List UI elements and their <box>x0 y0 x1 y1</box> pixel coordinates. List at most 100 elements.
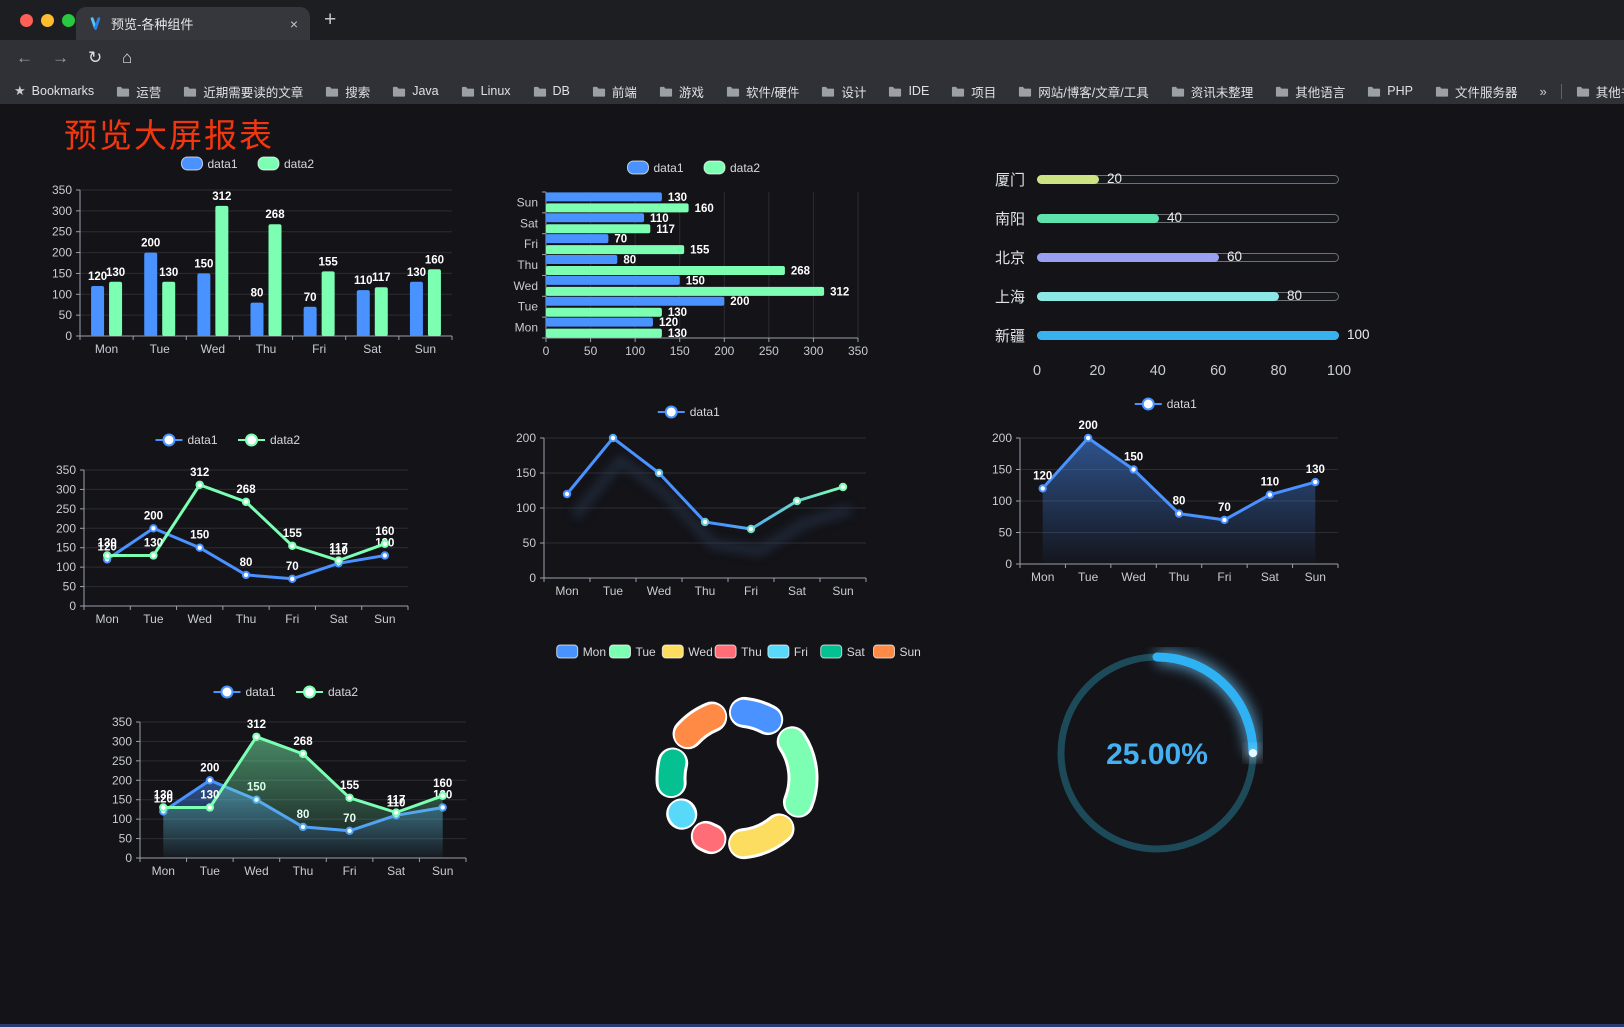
bookmark-folder[interactable]: 近期需要读的文章 <box>183 82 303 101</box>
svg-text:200: 200 <box>112 773 132 787</box>
bookmark-folder[interactable]: 前端 <box>592 82 637 101</box>
bookmark-folder[interactable]: 文件服务器 <box>1435 82 1517 101</box>
bookmark-folder[interactable]: IDE <box>888 84 929 98</box>
svg-text:268: 268 <box>293 736 313 748</box>
legend-item-data1[interactable]: data1 <box>627 160 684 175</box>
folder-icon <box>1435 86 1449 97</box>
bookmarks-overflow-icon[interactable]: » <box>1539 83 1547 99</box>
legend-item-data2[interactable]: data2 <box>257 156 314 171</box>
legend-item-Mon[interactable]: Mon <box>556 644 606 659</box>
legend-item-data1[interactable]: data1 <box>213 685 276 699</box>
page-content: 预览大屏报表 data1 data2 0 50 100 150 200 250 300 350 Mo… <box>0 104 1624 1027</box>
progress-row-厦门: 厦门 20 <box>985 160 1363 199</box>
reload-icon[interactable]: ↻ <box>88 48 103 67</box>
pie-slice-Mon <box>730 699 782 733</box>
bookmark-folder[interactable]: 设计 <box>821 82 866 101</box>
bookmark-folder-label: 设计 <box>841 85 867 100</box>
svg-text:200: 200 <box>141 238 160 250</box>
svg-text:Sun: Sun <box>517 195 538 209</box>
svg-text:160: 160 <box>425 254 444 266</box>
legend-item-Thu[interactable]: Thu <box>714 644 762 659</box>
svg-text:200: 200 <box>56 521 76 535</box>
svg-text:70: 70 <box>1218 502 1231 514</box>
back-icon[interactable]: ← <box>16 48 33 67</box>
gauge-canvas[interactable]: 25.00% <box>1051 647 1263 859</box>
legend-item-data1[interactable]: data1 <box>155 433 218 447</box>
svg-text:268: 268 <box>236 484 256 496</box>
forward-icon[interactable]: → <box>52 48 69 67</box>
bookmark-folder[interactable]: 软件/硬件 <box>726 82 799 101</box>
bottom-edge-strip <box>0 1024 1624 1027</box>
axis-tick-label: 100 <box>1326 363 1352 379</box>
svg-text:117: 117 <box>656 224 675 236</box>
bar-horizontal-canvas[interactable]: data1 data2 0 50 100 150 200 250 300 350 Sun 130 160… <box>500 152 892 364</box>
bar-grouped-canvas[interactable]: data1 data2 0 50 100 150 200 250 300 350 Mon Tue Wed… <box>38 148 462 362</box>
bar-data1-Wed <box>197 273 211 336</box>
legend-item-data1[interactable]: data1 <box>657 405 720 419</box>
legend-item-data1[interactable]: data1 <box>181 156 238 171</box>
legend-item-data2[interactable]: data2 <box>703 160 760 175</box>
line-gradient-canvas[interactable]: data1 0 50 100 150 200 Mon Tue Wed Thu Fri Sat Sun <box>502 396 880 610</box>
svg-text:Mon: Mon <box>1031 570 1054 584</box>
window-close-button[interactable] <box>20 14 33 27</box>
legend-item-data2[interactable]: data2 <box>296 685 358 699</box>
svg-text:Thu: Thu <box>256 342 277 356</box>
legend-item-Sat[interactable]: Sat <box>820 644 866 659</box>
area-dual-canvas[interactable]: data1 data2 0 50 100 150 200 250 300 350 Mon Tue Wed… <box>98 676 478 888</box>
svg-text:Tue: Tue <box>1078 570 1099 584</box>
browser-tab[interactable]: 预览-各种组件 × <box>76 7 310 40</box>
svg-text:Mon: Mon <box>515 321 538 335</box>
bookmark-folder[interactable]: 网站/博客/文章/工具 <box>1018 82 1149 101</box>
bar-data2-Thu <box>546 266 785 275</box>
legend-item-Wed[interactable]: Wed <box>661 644 713 659</box>
legend-item-data2[interactable]: data2 <box>238 433 300 447</box>
svg-text:350: 350 <box>56 463 76 477</box>
bookmark-folder[interactable]: 游戏 <box>659 82 704 101</box>
bookmarks-label: Bookmarks <box>31 84 95 98</box>
progress-label: 上海 <box>994 289 1025 306</box>
chart-gauge: 25.00% <box>1051 647 1263 859</box>
legend-item-Sun[interactable]: Sun <box>873 644 921 659</box>
window-zoom-button[interactable] <box>62 14 75 27</box>
svg-text:160: 160 <box>433 778 452 790</box>
other-bookmarks-folder[interactable]: 其他书签 <box>1576 82 1624 101</box>
tab-close-icon[interactable]: × <box>289 15 298 32</box>
svg-text:150: 150 <box>194 258 213 270</box>
home-icon[interactable]: ⌂ <box>122 48 133 67</box>
svg-text:200: 200 <box>992 431 1012 445</box>
bookmark-folder[interactable]: PHP <box>1367 84 1413 98</box>
svg-text:110: 110 <box>650 213 669 225</box>
progress-fill <box>1037 214 1159 223</box>
svg-text:80: 80 <box>251 288 264 300</box>
line-dual-canvas[interactable]: data1 data2 0 50 100 150 200 250 300 350 Mon Tue Wed… <box>40 424 420 636</box>
window-minimize-button[interactable] <box>41 14 54 27</box>
bar-data1-Sun <box>409 281 423 336</box>
chart-area-dual: data1 data2 0 50 100 150 200 250 300 350 Mon Tue Wed… <box>98 676 478 888</box>
bookmark-folder[interactable]: 搜索 <box>325 82 370 101</box>
svg-text:268: 268 <box>265 209 285 221</box>
legend-item-data1[interactable]: data1 <box>1134 397 1197 411</box>
svg-text:50: 50 <box>523 536 537 550</box>
folder-icon <box>1019 86 1032 97</box>
svg-text:150: 150 <box>190 530 209 542</box>
new-tab-button[interactable]: + <box>324 8 337 31</box>
axis-tick-label: 60 <box>1210 363 1227 379</box>
bookmark-folder[interactable]: 资讯未整理 <box>1171 82 1253 101</box>
bookmarks-manager[interactable]: ★ Bookmarks <box>14 83 94 99</box>
bookmark-folder[interactable]: 项目 <box>951 82 996 101</box>
bookmark-folder-label: PHP <box>1387 84 1413 98</box>
bookmark-folder[interactable]: 运营 <box>116 82 161 101</box>
svg-text:data2: data2 <box>730 161 760 175</box>
bookmark-folder[interactable]: DB <box>533 84 570 98</box>
donut-canvas[interactable]: Mon Tue Wed Thu Fri Sat Sun <box>548 636 928 888</box>
bookmark-folder[interactable]: Java <box>392 84 439 98</box>
bar-data1-Tue <box>546 296 725 306</box>
legend-item-Tue[interactable]: Tue <box>609 644 657 659</box>
area-single-canvas[interactable]: data1 0 50 100 150 200 Mon Tue Wed Thu Fri Sat Sun 12… <box>982 388 1354 594</box>
axis-tick-label: 20 <box>1089 363 1106 379</box>
legend-item-Fri[interactable]: Fri <box>767 644 808 659</box>
bookmark-folder[interactable]: Linux <box>461 84 511 98</box>
svg-text:130: 130 <box>98 537 117 549</box>
bookmark-folder[interactable]: 其他语言 <box>1275 82 1345 101</box>
svg-text:350: 350 <box>52 183 72 197</box>
